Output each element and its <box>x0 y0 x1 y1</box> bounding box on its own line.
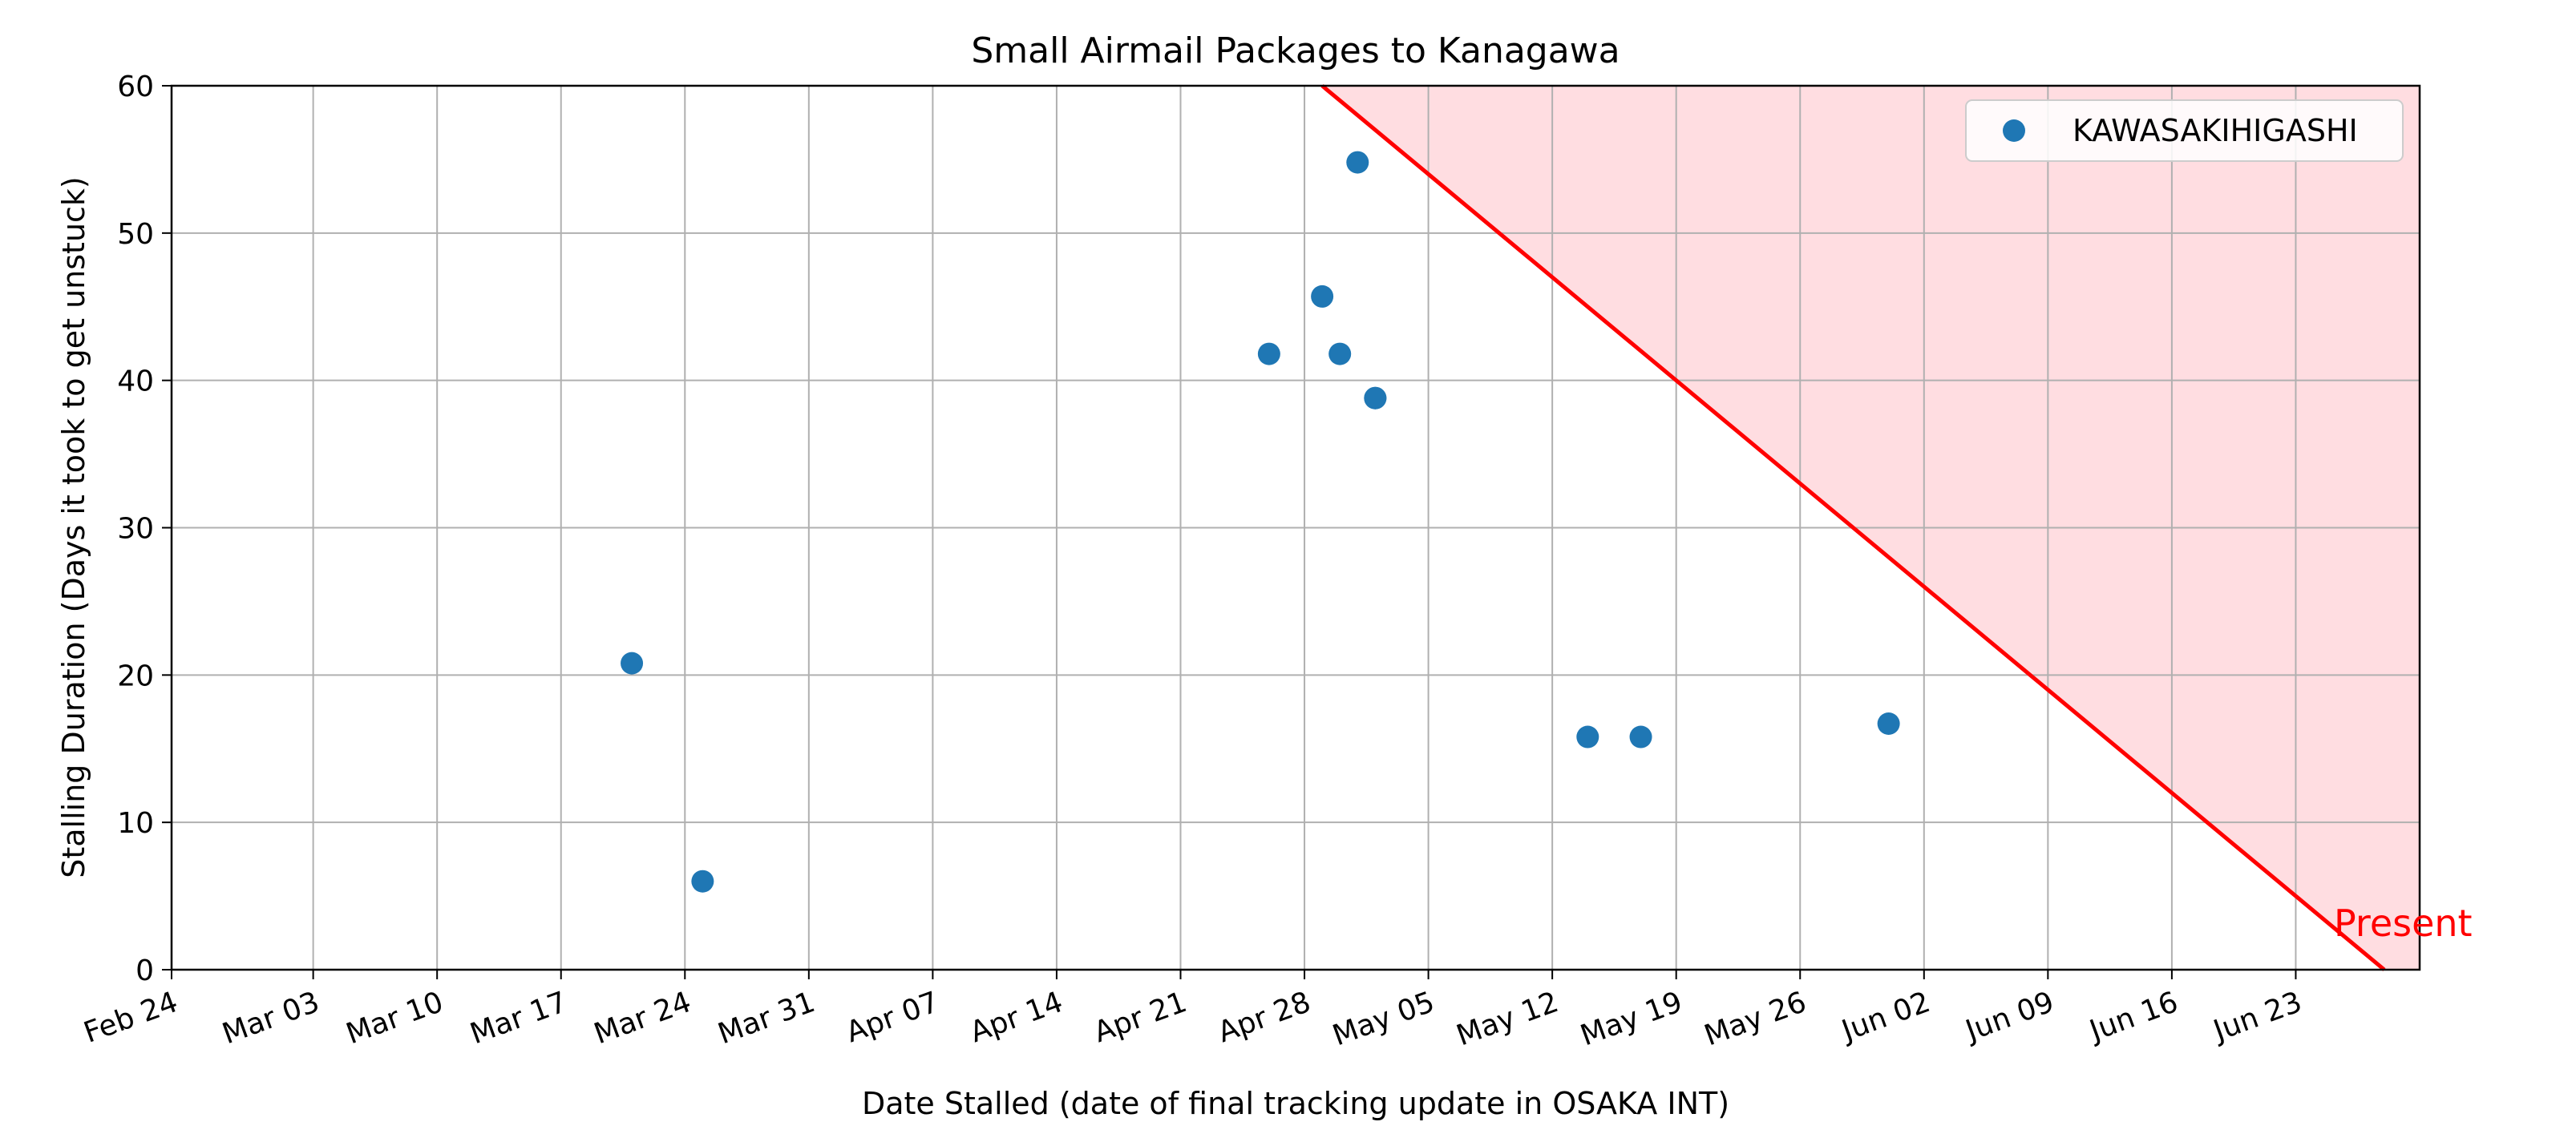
y-tick-label: 40 <box>117 365 154 398</box>
scatter-point <box>621 652 644 675</box>
chart-title: Small Airmail Packages to Kanagawa <box>971 30 1620 71</box>
y-tick-label: 0 <box>135 954 154 987</box>
scatter-point <box>1364 386 1387 410</box>
scatter-point <box>1877 712 1900 735</box>
scatter-point <box>1311 284 1334 308</box>
y-axis-label: Stalling Duration (Days it took to get u… <box>56 176 91 878</box>
y-tick-label: 30 <box>117 513 154 546</box>
y-tick-label: 60 <box>117 71 154 103</box>
scatter-point <box>1328 342 1352 365</box>
x-axis-label: Date Stalled (date of final tracking upd… <box>862 1086 1729 1121</box>
legend-marker <box>2003 119 2025 142</box>
y-tick-label: 10 <box>117 807 154 840</box>
scatter-points-layer <box>621 151 1900 893</box>
scatter-point <box>1257 342 1280 365</box>
y-tick-label: 20 <box>117 660 154 692</box>
scatter-point <box>1346 151 1369 174</box>
present-label: Present <box>2334 902 2473 945</box>
legend-label: KAWASAKIHIGASHI <box>2073 113 2358 148</box>
present-line-layer <box>1320 84 2386 971</box>
present-diagonal-line <box>1320 84 2386 971</box>
y-ticks: 0 10 20 30 40 50 60 <box>117 71 172 987</box>
scatter-point <box>1576 725 1599 749</box>
scatter-point <box>691 870 714 893</box>
legend: KAWASAKIHIGASHI <box>1965 99 2404 162</box>
scatter-point <box>1629 725 1652 749</box>
y-tick-label: 50 <box>117 218 154 251</box>
legend-box <box>1965 99 2404 162</box>
